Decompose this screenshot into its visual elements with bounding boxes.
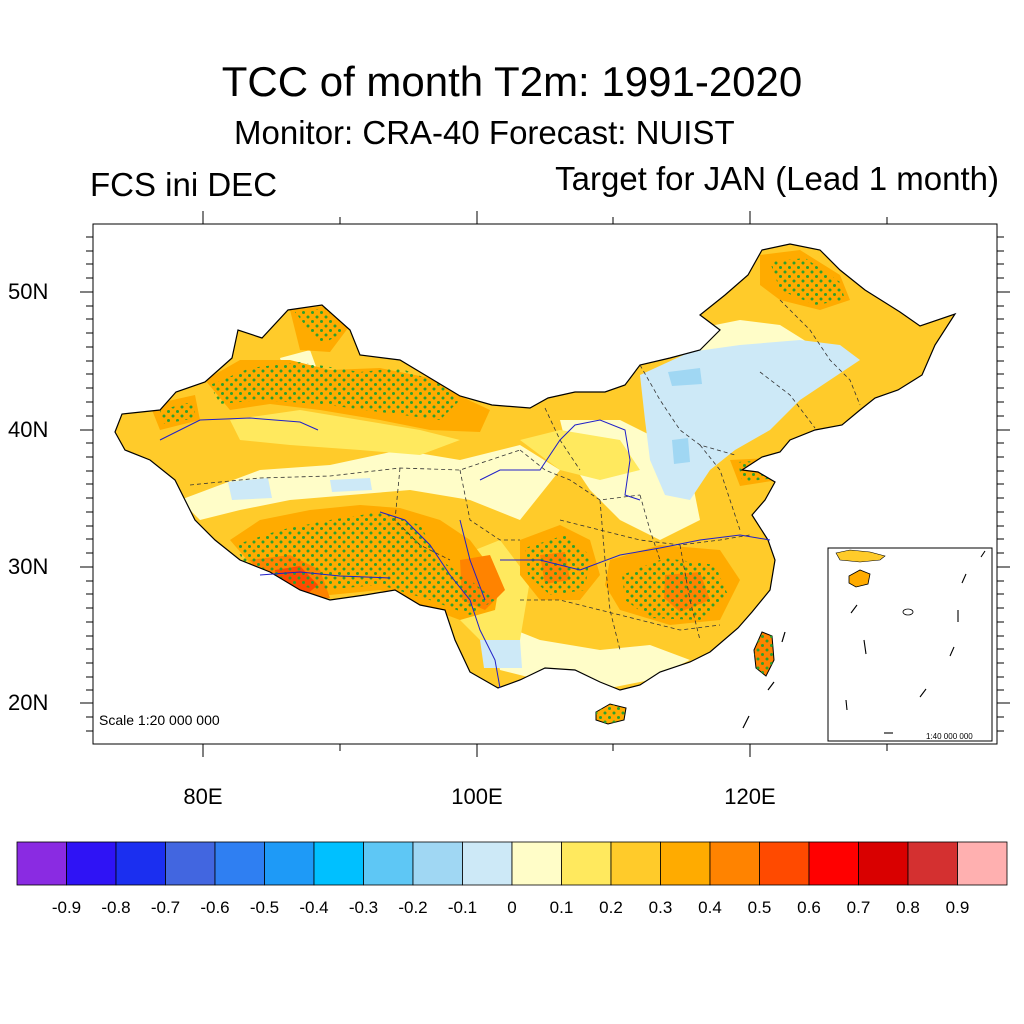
blue-west-2	[330, 478, 372, 492]
colorbar-box-16	[808, 841, 859, 886]
colorbar-box-9	[462, 841, 513, 886]
colorbar-label-16: 0.7	[846, 898, 871, 917]
colorbar-box-15	[759, 841, 810, 886]
hainan-stipple	[596, 704, 626, 724]
blue-core-1	[668, 368, 702, 386]
colorbar-label-14: 0.5	[747, 898, 772, 917]
blue-west	[228, 478, 272, 500]
blue-south	[480, 640, 522, 668]
lon-ticks	[202, 211, 888, 757]
stipple-tibet	[235, 512, 495, 615]
colorbar-box-4	[214, 841, 265, 886]
colorbar-box-19	[957, 841, 1008, 886]
init-label: FCS ini DEC	[90, 166, 278, 203]
mid-yellow-n	[520, 430, 640, 480]
colorbar-label-17: 0.8	[896, 898, 920, 917]
colorbar-label-11: 0.2	[599, 898, 623, 917]
colorbar-label-5: -0.4	[299, 898, 329, 917]
colorbar-label-4: -0.5	[249, 898, 280, 917]
scale-label-main: Scale 1:20 000 000	[99, 712, 220, 728]
colorbar-box-17	[858, 841, 909, 886]
colorbar-box-2	[115, 841, 166, 886]
colorbar-label-0: -0.9	[51, 898, 82, 917]
province-borders	[189, 299, 861, 651]
colorbar-label-1: -0.8	[101, 898, 131, 917]
colorbar-box-12	[610, 841, 661, 886]
lon-label-120e: 120E	[724, 784, 776, 809]
colorbar-label-7: -0.2	[398, 898, 428, 917]
colorbar-label-15: 0.6	[797, 898, 821, 917]
colorbar-box-14	[709, 841, 760, 886]
colorbar	[16, 841, 1008, 886]
colorbar-label-2: -0.7	[150, 898, 181, 917]
colorbar-label-9: 0	[507, 898, 517, 917]
colorbar-label-6: -0.3	[348, 898, 379, 917]
colorbar-box-3	[165, 841, 216, 886]
stipple-altai	[295, 308, 345, 345]
colorbar-box-5	[264, 841, 315, 886]
colorbar-box-11	[561, 841, 612, 886]
rivers	[159, 417, 771, 689]
colorbar-box-8	[412, 841, 463, 886]
colorbar-label-12: 0.3	[648, 898, 673, 917]
inset-dashes	[845, 550, 986, 734]
lat-label-30n: 30N	[8, 554, 49, 579]
target-label: Target for JAN (Lead 1 month)	[555, 160, 999, 197]
colorbar-label-13: 0.4	[698, 898, 722, 917]
colorbar-label-10: 0.1	[549, 898, 574, 917]
colorbar-box-7	[363, 841, 414, 886]
stipple-west	[160, 402, 196, 424]
colorbar-label-3: -0.6	[200, 898, 230, 917]
sea-dashes-main	[742, 631, 786, 729]
stipple-southeast	[622, 558, 728, 620]
scale-label-inset: 1:40 000 000	[926, 732, 973, 741]
chart-title: TCC of month T2m: 1991-2020	[221, 58, 803, 105]
china-border	[114, 243, 957, 691]
taiwan-stipple	[754, 632, 774, 676]
stipple-northeast	[770, 258, 845, 305]
colorbar-box-6	[313, 841, 364, 886]
colorbar-label-8: -0.1	[447, 898, 478, 917]
colorbar-label-18: 0.9	[945, 898, 970, 917]
blue-core-2	[672, 438, 690, 464]
lon-label-80e: 80E	[183, 784, 223, 809]
chart-subtitle: Monitor: CRA-40 Forecast: NUIST	[234, 114, 735, 151]
colorbar-box-0	[16, 841, 67, 886]
colorbar-box-13	[660, 841, 711, 886]
inset-hainan	[848, 569, 871, 588]
lat-label-20n: 20N	[8, 690, 49, 715]
lat-ticks	[80, 236, 1010, 732]
stipple-north-xinjiang	[210, 362, 460, 420]
lat-label-40n: 40N	[8, 417, 49, 442]
colorbar-box-10	[511, 841, 562, 886]
inset-reef	[902, 608, 914, 616]
colorbar-box-1	[66, 841, 117, 886]
inset-coast	[835, 549, 886, 563]
colorbar-box-18	[907, 841, 958, 886]
lon-label-100e: 100E	[451, 784, 503, 809]
stipple-sichuan	[525, 535, 590, 595]
lat-label-50n: 50N	[8, 279, 49, 304]
